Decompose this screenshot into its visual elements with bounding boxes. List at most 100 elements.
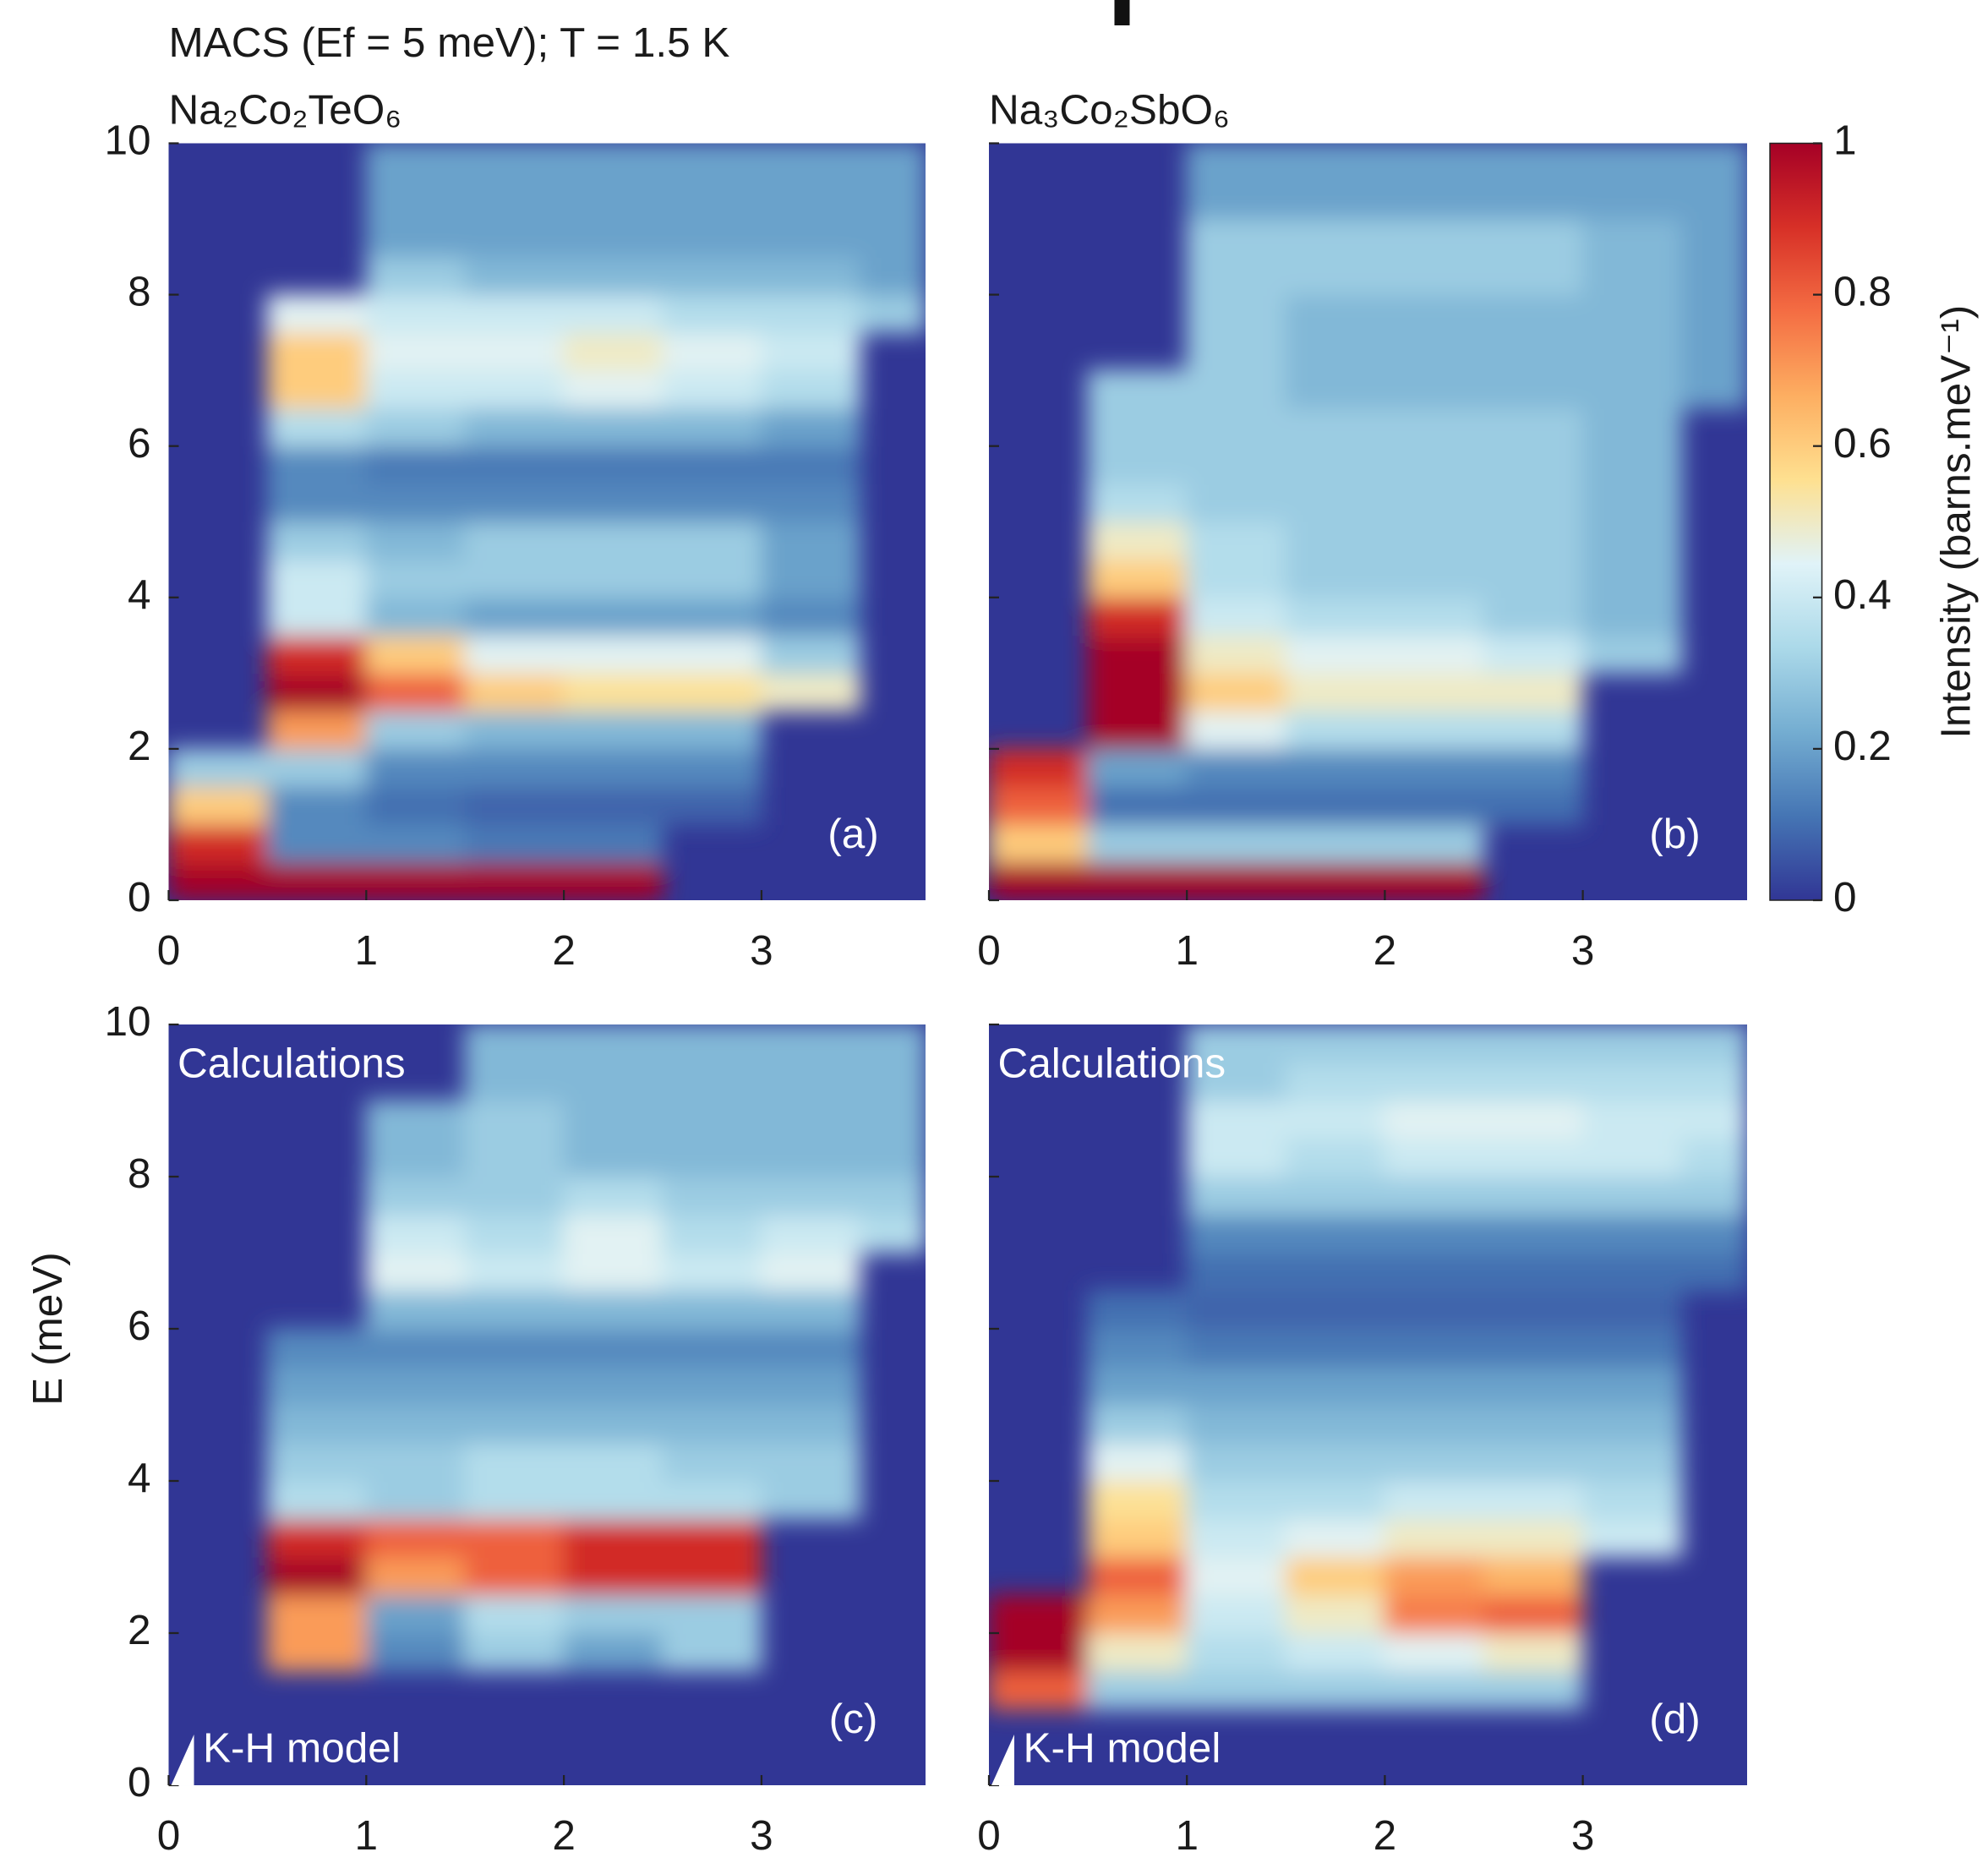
heatmap-cell bbox=[1384, 710, 1485, 750]
heatmap-cell bbox=[1384, 1138, 1485, 1177]
heatmap bbox=[266, 1024, 926, 1672]
colorbar-tick-label: 0.6 bbox=[1833, 420, 1892, 467]
heatmap-cell bbox=[1680, 143, 1747, 183]
heatmap-cell bbox=[1581, 1214, 1683, 1254]
y-tick-label: 2 bbox=[128, 723, 151, 769]
heatmap-cell bbox=[1483, 1062, 1584, 1101]
heatmap-cell bbox=[1384, 1442, 1485, 1482]
heatmap-cell bbox=[860, 1138, 926, 1177]
heatmap-cell bbox=[464, 180, 565, 220]
heatmap-cell bbox=[1384, 407, 1485, 447]
heatmap-cell bbox=[365, 1290, 466, 1330]
heatmap-cell bbox=[365, 748, 466, 788]
x-tick-label: 2 bbox=[552, 927, 576, 974]
heatmap-cell bbox=[1680, 1214, 1747, 1254]
heatmap-cell bbox=[1087, 672, 1188, 712]
heatmap-cell bbox=[662, 559, 762, 598]
x-tick-label: 1 bbox=[1175, 927, 1199, 974]
heatmap-cell bbox=[1285, 1594, 1386, 1634]
heatmap-cell bbox=[1384, 1252, 1485, 1292]
heatmap-cell bbox=[662, 256, 762, 296]
heatmap-cell bbox=[464, 256, 565, 296]
heatmap-cell bbox=[1384, 1214, 1485, 1254]
heatmap-cell bbox=[662, 1518, 762, 1558]
heatmap-cell bbox=[563, 785, 664, 826]
heatmap-cell bbox=[464, 1632, 565, 1672]
heatmap-cell bbox=[464, 1024, 565, 1063]
heatmap-cell bbox=[464, 1138, 565, 1177]
heatmap-cell bbox=[563, 1480, 664, 1520]
heatmap-cell bbox=[1680, 1100, 1747, 1139]
heatmap-cell bbox=[1285, 1518, 1386, 1558]
heatmap-cell bbox=[1285, 785, 1386, 826]
x-tick-label: 3 bbox=[750, 927, 773, 974]
heatmap-cell bbox=[761, 256, 861, 296]
x-tick-label: 0 bbox=[157, 927, 181, 974]
heatmap-cell bbox=[662, 143, 762, 183]
heatmap-cell bbox=[365, 823, 466, 863]
colorbar-tick-label: 0 bbox=[1833, 874, 1857, 921]
heatmap-cell bbox=[464, 293, 565, 334]
heatmap-cell bbox=[1186, 823, 1287, 863]
heatmap-cell bbox=[1483, 634, 1584, 675]
heatmap-cell bbox=[266, 1404, 368, 1444]
heatmap-cell bbox=[365, 1518, 466, 1558]
heatmap-cell bbox=[1285, 634, 1386, 675]
heatmap-cell bbox=[662, 1024, 762, 1063]
heatmap-cell bbox=[860, 218, 926, 258]
heatmap-cell bbox=[563, 1138, 664, 1177]
heatmap-cell bbox=[1384, 256, 1485, 296]
heatmap-cell bbox=[1581, 1100, 1683, 1139]
heatmap-cell bbox=[1285, 1100, 1386, 1139]
heatmap-cell bbox=[1384, 1100, 1485, 1139]
heatmap-cell bbox=[365, 710, 466, 750]
heatmap-cell bbox=[464, 1594, 565, 1634]
heatmap-cell bbox=[563, 597, 664, 636]
model-marker bbox=[991, 1735, 1014, 1786]
heatmap-cell bbox=[1581, 1518, 1683, 1558]
heatmap-cell bbox=[662, 483, 762, 523]
heatmap-cell bbox=[1186, 407, 1287, 447]
x-tick-label: 1 bbox=[355, 927, 379, 974]
heatmap bbox=[989, 143, 1747, 901]
y-tick-label: 0 bbox=[128, 1759, 151, 1806]
heatmap-cell bbox=[1384, 1366, 1485, 1406]
heatmap-cell bbox=[1285, 331, 1386, 371]
heatmap-cell bbox=[464, 1214, 565, 1254]
heatmap-cell bbox=[1285, 1062, 1386, 1101]
heatmap-cell bbox=[989, 785, 1089, 826]
heatmap-cell bbox=[563, 483, 664, 523]
heatmap-cell bbox=[365, 1594, 466, 1634]
heatmap-cell bbox=[1384, 785, 1485, 826]
heatmap-cell bbox=[266, 748, 368, 788]
heatmap-cell bbox=[1087, 1518, 1188, 1558]
heatmap-cell bbox=[563, 1214, 664, 1254]
heatmap-cell bbox=[563, 748, 664, 788]
heatmap-cell bbox=[168, 748, 269, 788]
heatmap-cell bbox=[266, 1594, 368, 1634]
heatmap-cell bbox=[1186, 1214, 1287, 1254]
heatmap-cell bbox=[662, 369, 762, 409]
heatmap-cell bbox=[1384, 180, 1485, 220]
heatmap-cell bbox=[1581, 1442, 1683, 1482]
heatmap-cell bbox=[365, 1252, 466, 1292]
heatmap-cell bbox=[1285, 823, 1386, 863]
heatmap-cell bbox=[168, 823, 269, 863]
heatmap-cell bbox=[1384, 369, 1485, 409]
heatmap-cell bbox=[1285, 483, 1386, 523]
heatmap-cell bbox=[563, 1442, 664, 1482]
heatmap-cell bbox=[1384, 1404, 1485, 1444]
heatmap-cell bbox=[1186, 1366, 1287, 1406]
heatmap-cell bbox=[1285, 1366, 1386, 1406]
heatmap-cell bbox=[1285, 672, 1386, 712]
heatmap-cell bbox=[1186, 634, 1287, 675]
heatmap-cell bbox=[761, 407, 861, 447]
heatmap-cell bbox=[464, 634, 565, 675]
heatmap-cell bbox=[365, 1138, 466, 1177]
heatmap-cell bbox=[761, 180, 861, 220]
heatmap-cell bbox=[1581, 1366, 1683, 1406]
heatmap bbox=[989, 1024, 1747, 1710]
heatmap-cell bbox=[1483, 407, 1584, 447]
heatmap-cell bbox=[266, 521, 368, 560]
heatmap-cell bbox=[1680, 1024, 1747, 1063]
